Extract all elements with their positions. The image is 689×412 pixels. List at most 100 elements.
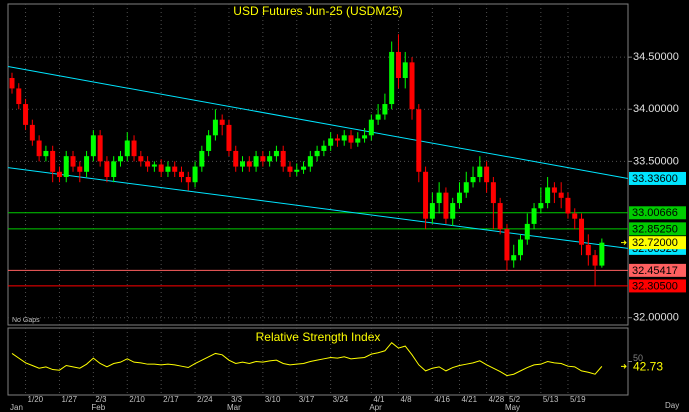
candle-body (179, 171, 184, 178)
candle-body (145, 161, 151, 167)
candle-body (185, 177, 191, 183)
rsi-tick-label: 50 (633, 353, 643, 363)
candle-body (111, 161, 117, 178)
candle-body (443, 192, 449, 219)
chart-title: USD Futures Jun-25 (USDM25) (233, 4, 402, 18)
candle-body (504, 229, 510, 261)
level-label: 33.00666 (632, 207, 678, 219)
month-label: Feb (91, 403, 105, 412)
y-tick-label: 34.00000 (633, 103, 679, 115)
candle-body (77, 166, 83, 172)
candle-body (314, 150, 320, 157)
candle-body (138, 156, 144, 162)
candle-body (151, 164, 157, 167)
candle-body (219, 119, 225, 125)
x-tick-label: 2/17 (163, 395, 179, 404)
candle-body (192, 166, 198, 183)
rsi-line (11, 342, 603, 377)
candle-body (565, 197, 571, 214)
candle-body (497, 203, 503, 230)
trendline (7, 167, 629, 249)
x-tick-label: 4/28 (489, 395, 505, 404)
candle-body (36, 140, 42, 157)
candle-body (43, 150, 49, 157)
candle-body (558, 192, 564, 198)
candle-body (212, 119, 218, 136)
candle-body (341, 135, 347, 141)
candle-body (273, 150, 279, 157)
candle-body (382, 104, 388, 115)
x-unit: Day (665, 401, 679, 410)
candle-body (307, 156, 313, 167)
x-tick-label: 2/24 (197, 395, 213, 404)
candle-body (585, 244, 591, 256)
rsi-title: Relative Strength Index (256, 330, 381, 344)
candle-body (294, 169, 300, 172)
candle-body (23, 104, 29, 125)
candle-body (368, 119, 374, 136)
candle-body (538, 203, 544, 209)
candle-body (172, 166, 178, 172)
candle-body (240, 161, 246, 167)
candle-body (389, 51, 395, 105)
candle-body (267, 156, 273, 162)
x-tick-label: 5/13 (543, 395, 559, 404)
level-label: 32.30500 (632, 280, 678, 292)
last-price-label-box (629, 236, 686, 250)
candle-body (518, 239, 523, 256)
candle-body (551, 187, 557, 193)
x-tick-label: 5/2 (509, 395, 521, 404)
candle-body (572, 213, 578, 219)
candle-body (70, 156, 76, 167)
candle-body (287, 166, 293, 172)
candle-body (56, 171, 62, 178)
x-tick-label: 2/10 (129, 395, 145, 404)
x-tick-label: 3/3 (231, 395, 243, 404)
x-tick-label: 3/10 (265, 395, 281, 404)
candle-body (490, 182, 496, 204)
y-tick-label: 33.50000 (633, 155, 679, 167)
level-label-box (629, 206, 686, 220)
candle-body (253, 156, 259, 167)
x-tick-label: 3/17 (299, 395, 315, 404)
x-tick-label: 5/19 (570, 395, 586, 404)
candle-body (463, 182, 469, 193)
y-tick-label: 32.00000 (633, 312, 679, 324)
candle-body (470, 177, 476, 183)
month-label: Apr (369, 403, 382, 412)
x-tick-label: 2/3 (95, 395, 107, 404)
candle-body (233, 150, 239, 167)
candle-body (416, 109, 422, 172)
candle-body (450, 203, 456, 219)
trendline-label: 33.33600 (632, 173, 678, 185)
candle-body (321, 145, 327, 151)
month-label: Jan (10, 403, 23, 412)
candle-body (545, 187, 551, 204)
candle-body (63, 156, 69, 178)
candle-body (9, 77, 15, 89)
x-tick-label: 1/20 (28, 395, 44, 404)
month-label: May (505, 403, 520, 412)
candle-body (131, 140, 137, 157)
candle-body (206, 135, 212, 151)
y-tick-label: 34.50000 (633, 51, 679, 63)
trendline-label-box (629, 171, 686, 185)
level-label-box (629, 222, 686, 236)
candle-body (524, 223, 530, 240)
candle-body (402, 62, 408, 78)
candle-body (355, 138, 361, 143)
candle-body (531, 208, 537, 224)
x-tick-label: 1/27 (61, 395, 77, 404)
candle-body (484, 166, 490, 183)
candle-body (348, 135, 354, 143)
price-panel (7, 3, 629, 326)
candle-body (395, 51, 401, 78)
level-label-box (629, 279, 686, 293)
month-label: Mar (227, 403, 241, 412)
last-price-arrow (621, 240, 627, 246)
candle-body (334, 138, 340, 141)
candle-body (477, 166, 483, 178)
candle-body (599, 242, 605, 266)
x-tick-label: 4/21 (461, 395, 477, 404)
candle-body (429, 203, 435, 219)
